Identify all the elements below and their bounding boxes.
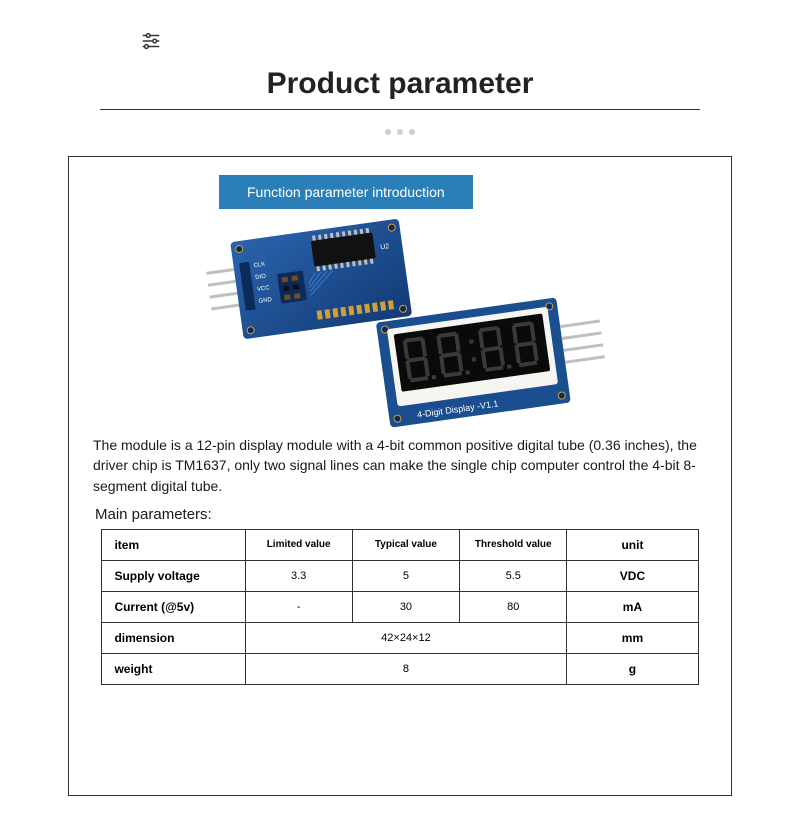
section-banner: Function parameter introduction (219, 175, 473, 209)
table-header-row: item Limited value Typical value Thresho… (102, 529, 698, 560)
table-row: Current (@5v) - 30 80 mA (102, 591, 698, 622)
col-limited: Limited value (245, 529, 352, 560)
pin-header-right (560, 320, 605, 364)
table-row: dimension 42×24×12 mm (102, 622, 698, 653)
table-row: Supply voltage 3.3 5 5.5 VDC (102, 560, 698, 591)
col-threshold: Threshold value (460, 529, 567, 560)
parameters-table: item Limited value Typical value Thresho… (101, 529, 698, 685)
table-row: weight 8 g (102, 653, 698, 684)
col-item: item (102, 529, 245, 560)
page-root: Product parameter Function parameter int… (0, 0, 800, 816)
chip-ref: U2 (380, 243, 390, 251)
col-unit: unit (567, 529, 698, 560)
settings-sliders-icon (140, 30, 760, 57)
main-params-heading: Main parameters: (95, 506, 711, 523)
pager-dots (40, 122, 760, 140)
pin-header-left (206, 268, 239, 311)
col-typical: Typical value (352, 529, 459, 560)
page-title: Product parameter (100, 67, 700, 110)
product-photo: CLK DIO VCC GND (89, 223, 711, 423)
content-frame: Function parameter introduction (68, 156, 732, 796)
